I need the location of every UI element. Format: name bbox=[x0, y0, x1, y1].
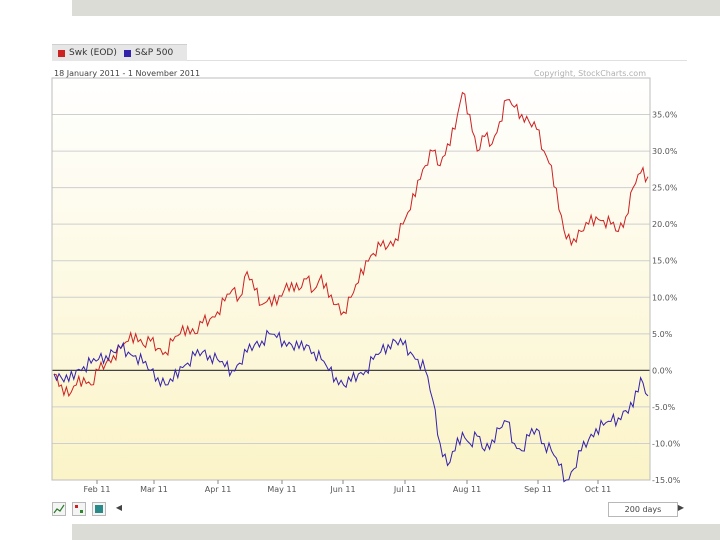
y-tick-label: -10.0% bbox=[652, 439, 681, 448]
x-tick-label: May 11 bbox=[267, 485, 296, 494]
legend-divider bbox=[187, 60, 687, 61]
top-bar bbox=[72, 0, 720, 16]
x-tick-label: Mar 11 bbox=[140, 485, 168, 494]
y-tick-label: 35.0% bbox=[652, 111, 678, 120]
arrow-left-icon[interactable]: ◀ bbox=[115, 503, 123, 512]
y-tick-label: 5.0% bbox=[652, 330, 673, 339]
y-tick-label: 10.0% bbox=[652, 293, 678, 302]
legend: Swk (EOD) S&P 500 bbox=[52, 44, 187, 61]
y-tick-label: 20.0% bbox=[652, 220, 678, 229]
line-chart: 35.0% 30.0% 25.0% 20.0% 15.0% 10.0% 5.0% 0.0% -5… bbox=[51, 69, 681, 494]
dots-icon[interactable] bbox=[72, 502, 86, 516]
legend-label-swk: Swk (EOD) bbox=[69, 48, 117, 58]
x-tick-label: Feb 11 bbox=[84, 485, 111, 494]
copyright-text: Copyright, StockCharts.com bbox=[534, 69, 646, 78]
x-tick-label: Jun 11 bbox=[329, 485, 355, 494]
plot-background bbox=[52, 78, 650, 480]
period-selector[interactable]: 200 days bbox=[608, 502, 678, 517]
legend-label-sp500: S&P 500 bbox=[135, 48, 174, 58]
y-tick-label: -5.0% bbox=[652, 403, 676, 412]
x-tick-label: Sep 11 bbox=[524, 485, 552, 494]
legend-swatch-swk bbox=[58, 49, 65, 57]
y-tick-label: 0.0% bbox=[652, 366, 673, 375]
bottom-bar bbox=[72, 524, 720, 540]
box-icon[interactable] bbox=[92, 502, 106, 516]
y-tick-label: 25.0% bbox=[652, 184, 678, 193]
chart-toolbar: ◀ 200 days ▶ bbox=[52, 500, 688, 520]
y-tick-label: 30.0% bbox=[652, 147, 678, 156]
legend-swatch-sp500 bbox=[124, 49, 131, 57]
line-chart-icon[interactable] bbox=[52, 502, 66, 516]
x-tick-label: Aug 11 bbox=[453, 485, 481, 494]
legend-item-sp500: S&P 500 bbox=[124, 48, 173, 58]
x-tick-label: Apr 11 bbox=[205, 485, 232, 494]
y-tick-label: -15.0% bbox=[652, 476, 681, 485]
x-tick-label: Oct 11 bbox=[585, 485, 612, 494]
x-tick-label: Jul 11 bbox=[393, 485, 416, 494]
legend-item-swk: Swk (EOD) bbox=[58, 48, 117, 58]
date-range-text: 18 January 2011 - 1 November 2011 bbox=[54, 69, 200, 78]
series-line-swk bbox=[53, 91, 649, 398]
plot-frame bbox=[51, 77, 651, 481]
series-line-sp500 bbox=[53, 329, 649, 483]
arrow-right-icon[interactable]: ▶ bbox=[677, 503, 685, 512]
y-tick-label: 15.0% bbox=[652, 257, 678, 266]
